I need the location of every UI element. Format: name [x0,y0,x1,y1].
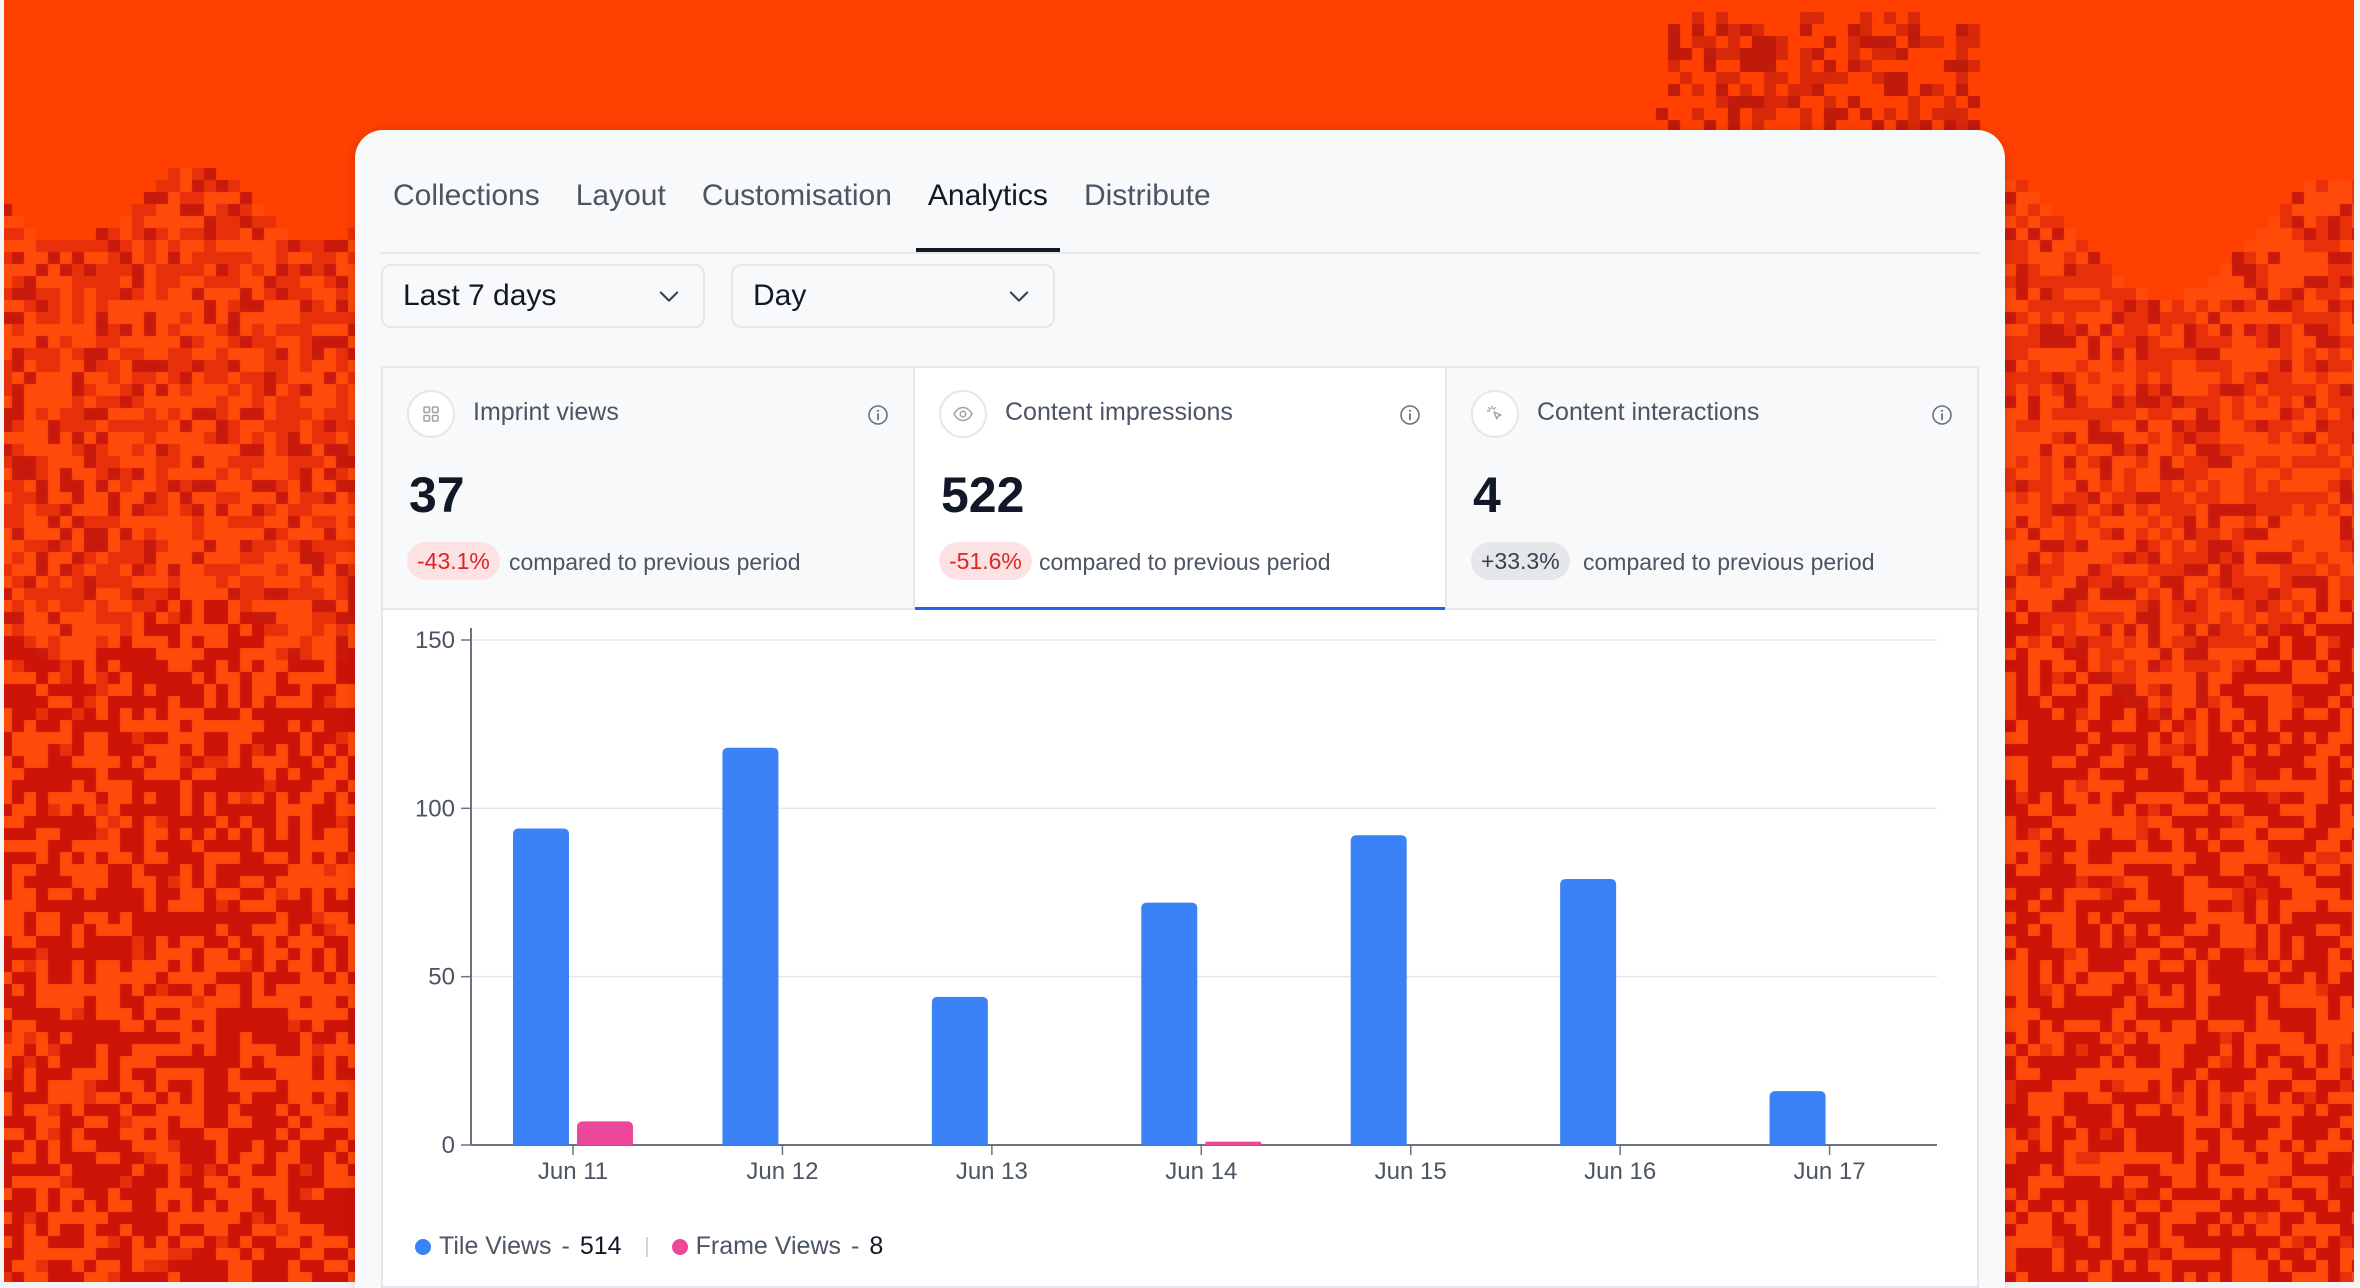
x-tick-label: Jun 16 [1584,1158,1656,1185]
bar-frame-views [1205,1141,1262,1145]
stat-value: 37 [409,467,465,523]
bar-chart: 0 50 100 150 Jun 11 Jun 12 Jun 13 Jun 14 Jun 15 J… [415,627,1937,1185]
date-range-select[interactable]: Last 7 days [381,264,705,328]
grid-icon [407,390,455,438]
analytics-card: Imprint views 37 -43.1% compared to prev… [381,366,1979,1288]
window-edge [0,0,4,1288]
compare-text: compared to previous period [1039,549,1331,575]
stat-label: Content impressions [1005,398,1233,426]
compare-text: compared to previous period [1583,549,1875,575]
legend-total: 8 [869,1232,884,1260]
tab-bar: Collections Layout Customisation Analyti… [381,158,1979,254]
chart-legend: Tile Views - 514 Frame Views - 8 [415,1232,883,1261]
legend-swatch [415,1238,431,1255]
info-icon[interactable] [1399,404,1421,426]
stat-label: Imprint views [473,398,619,426]
stats-row: Imprint views 37 -43.1% compared to prev… [383,368,1977,610]
legend-label: Tile Views [439,1232,552,1260]
bar-frame-views [577,1121,633,1145]
tab-customisation[interactable]: Customisation [701,179,892,212]
filter-bar: Last 7 days Day [381,264,1055,328]
tab-collections[interactable]: Collections [393,179,540,212]
y-tick-label: 0 [442,1132,455,1159]
date-range-value: Last 7 days [403,279,557,312]
legend-swatch [671,1238,688,1255]
window-edge [2354,0,2360,1288]
bar-tile-views [1141,902,1198,1145]
stat-value: 522 [941,467,1025,523]
bar-tile-views [1769,1091,1826,1145]
info-icon[interactable] [867,404,889,426]
legend-item-frame-views[interactable]: Frame Views - 8 [671,1232,884,1261]
legend-item-tile-views[interactable]: Tile Views - 514 [415,1232,622,1261]
analytics-panel: Collections Layout Customisation Analyti… [355,130,2005,1288]
stat-label: Content interactions [1537,398,1760,426]
bar-tile-views [722,747,779,1145]
legend-separator: - [851,1232,860,1260]
x-tick-label: Jun 12 [746,1158,818,1185]
x-tick-label: Jun 14 [1165,1158,1237,1185]
granularity-value: Day [753,279,807,312]
chevron-down-icon [1009,291,1029,302]
info-icon[interactable] [1931,404,1953,426]
chevron-down-icon [659,291,679,302]
change-badge: -43.1% [407,542,500,580]
stat-value: 4 [1473,467,1501,523]
x-tick-label: Jun 13 [956,1158,1028,1185]
tab-analytics[interactable]: Analytics [915,158,1060,252]
legend-label: Frame Views [695,1232,842,1260]
legend-divider [645,1236,648,1257]
legend-separator: - [561,1232,570,1260]
change-badge: -51.6% [939,542,1032,580]
stat-content-interactions[interactable]: Content interactions 4 +33.3% compared t… [1447,368,1977,608]
stat-imprint-views[interactable]: Imprint views 37 -43.1% compared to prev… [383,368,915,608]
change-badge: +33.3% [1471,542,1570,580]
bar-tile-views [513,828,569,1145]
x-tick-label: Jun 17 [1794,1158,1866,1185]
tab-layout[interactable]: Layout [575,179,666,212]
tab-distribute[interactable]: Distribute [1083,179,1211,212]
y-tick-label: 100 [415,795,455,822]
x-tick-label: Jun 11 [538,1158,608,1185]
stat-content-impressions[interactable]: Content impressions 522 -51.6% compared … [915,368,1447,610]
bar-tile-views [931,996,988,1145]
compare-text: compared to previous period [509,549,801,575]
bar-tile-views [1350,835,1407,1145]
bar-tile-views [1560,879,1617,1145]
x-tick-label: Jun 15 [1375,1158,1447,1185]
y-tick-label: 150 [415,627,455,654]
cursor-click-icon [1471,390,1519,438]
y-tick-label: 50 [428,964,455,991]
eye-icon [939,390,987,438]
granularity-select[interactable]: Day [731,264,1055,328]
legend-total: 514 [579,1232,622,1260]
